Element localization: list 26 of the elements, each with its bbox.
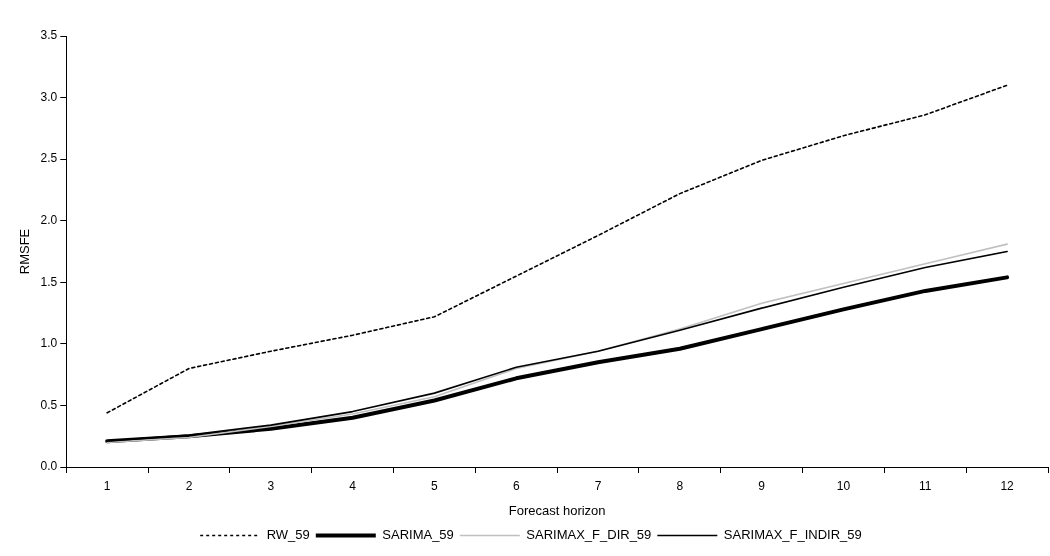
y-tick-label: 0.5 — [40, 397, 58, 412]
x-tick-label: 3 — [267, 478, 275, 493]
x-tick-label: 1 — [103, 478, 111, 493]
x-tick-label: 4 — [349, 478, 357, 493]
x-tick-label: 5 — [431, 478, 439, 493]
legend-label: SARIMAX_F_DIR_59 — [526, 527, 652, 543]
x-tick-label: 6 — [512, 478, 520, 493]
x-tick-label: 7 — [594, 478, 602, 493]
x-tick-label: 2 — [185, 478, 193, 493]
x-tick-label: 11 — [919, 478, 932, 493]
legend-label: RW_59 — [266, 527, 310, 543]
y-tick-label: 2.0 — [40, 213, 58, 228]
y-axis-title: RMSFE — [17, 228, 33, 275]
x-tick-label: 12 — [1000, 478, 1015, 493]
legend-label: SARIMAX_F_INDIR_59 — [723, 527, 862, 543]
x-tick-label: 8 — [676, 478, 684, 493]
x-axis-title: Forecast horizon — [508, 502, 606, 518]
x-tick-label: 9 — [758, 478, 766, 493]
y-tick-label: 1.0 — [40, 336, 58, 351]
y-tick-label: 2.5 — [40, 151, 58, 166]
y-tick-label: 0.0 — [40, 459, 58, 474]
legend-label: SARIMA_59 — [382, 527, 454, 543]
x-tick-label: 10 — [836, 478, 851, 493]
y-tick-label: 3.0 — [40, 89, 58, 104]
y-tick-label: 1.5 — [40, 274, 58, 289]
y-tick-label: 3.5 — [40, 28, 58, 43]
